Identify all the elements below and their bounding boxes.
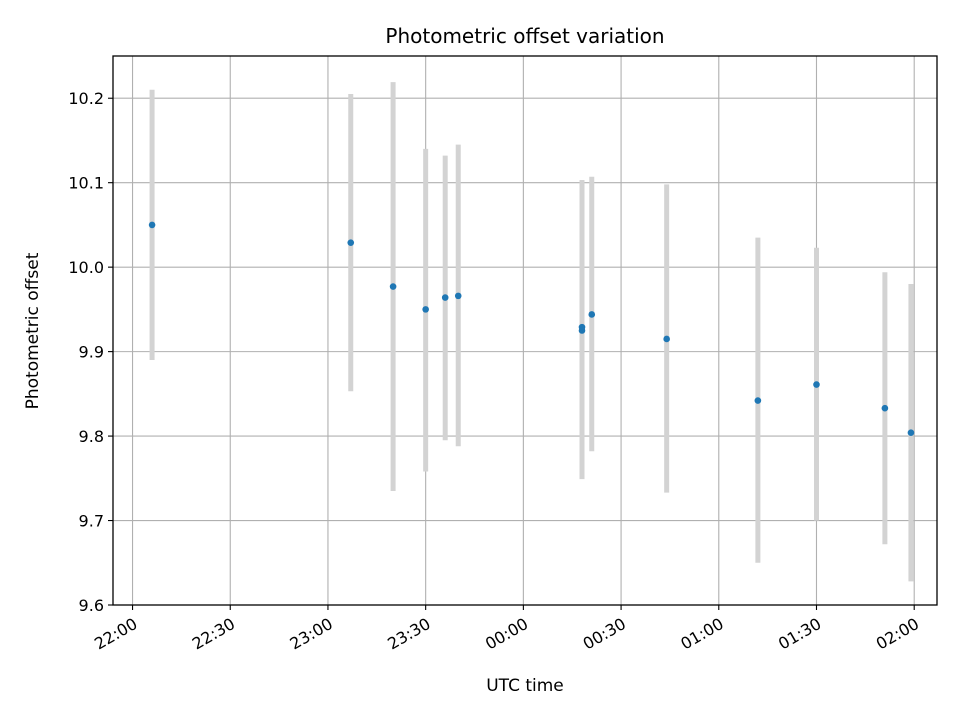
data-point — [347, 239, 355, 246]
data-point — [907, 429, 915, 436]
y-tick-label: 10.2 — [68, 89, 104, 108]
data-point — [813, 381, 820, 388]
plot-area — [113, 56, 937, 605]
data-point — [754, 397, 762, 404]
plot-frame — [112, 55, 938, 606]
x-axis-title: UTC time — [486, 676, 564, 696]
chart-title: Photometric offset variation — [385, 24, 664, 48]
data-point — [663, 335, 670, 343]
data-point — [389, 283, 397, 290]
y-tick-label: 10.1 — [68, 174, 104, 193]
y-axis-ticks: 9.6 9.7 9.8 9.9 10.0 10.1 10.2 — [68, 89, 113, 615]
data-point — [578, 323, 586, 331]
y-tick-label: 9.6 — [79, 596, 104, 615]
y-axis-title: Photometric offset — [23, 252, 43, 409]
data-point — [454, 292, 462, 300]
data-point — [881, 404, 889, 412]
y-tick-label: 9.7 — [79, 512, 104, 531]
y-tick-label: 9.9 — [79, 343, 104, 362]
data-point — [422, 306, 429, 313]
data-point — [588, 311, 596, 318]
y-tick-label: 9.8 — [79, 427, 104, 446]
y-tick-label: 10.0 — [68, 258, 104, 277]
data-points — [148, 221, 915, 436]
data-point — [441, 294, 449, 301]
data-point — [148, 221, 156, 229]
